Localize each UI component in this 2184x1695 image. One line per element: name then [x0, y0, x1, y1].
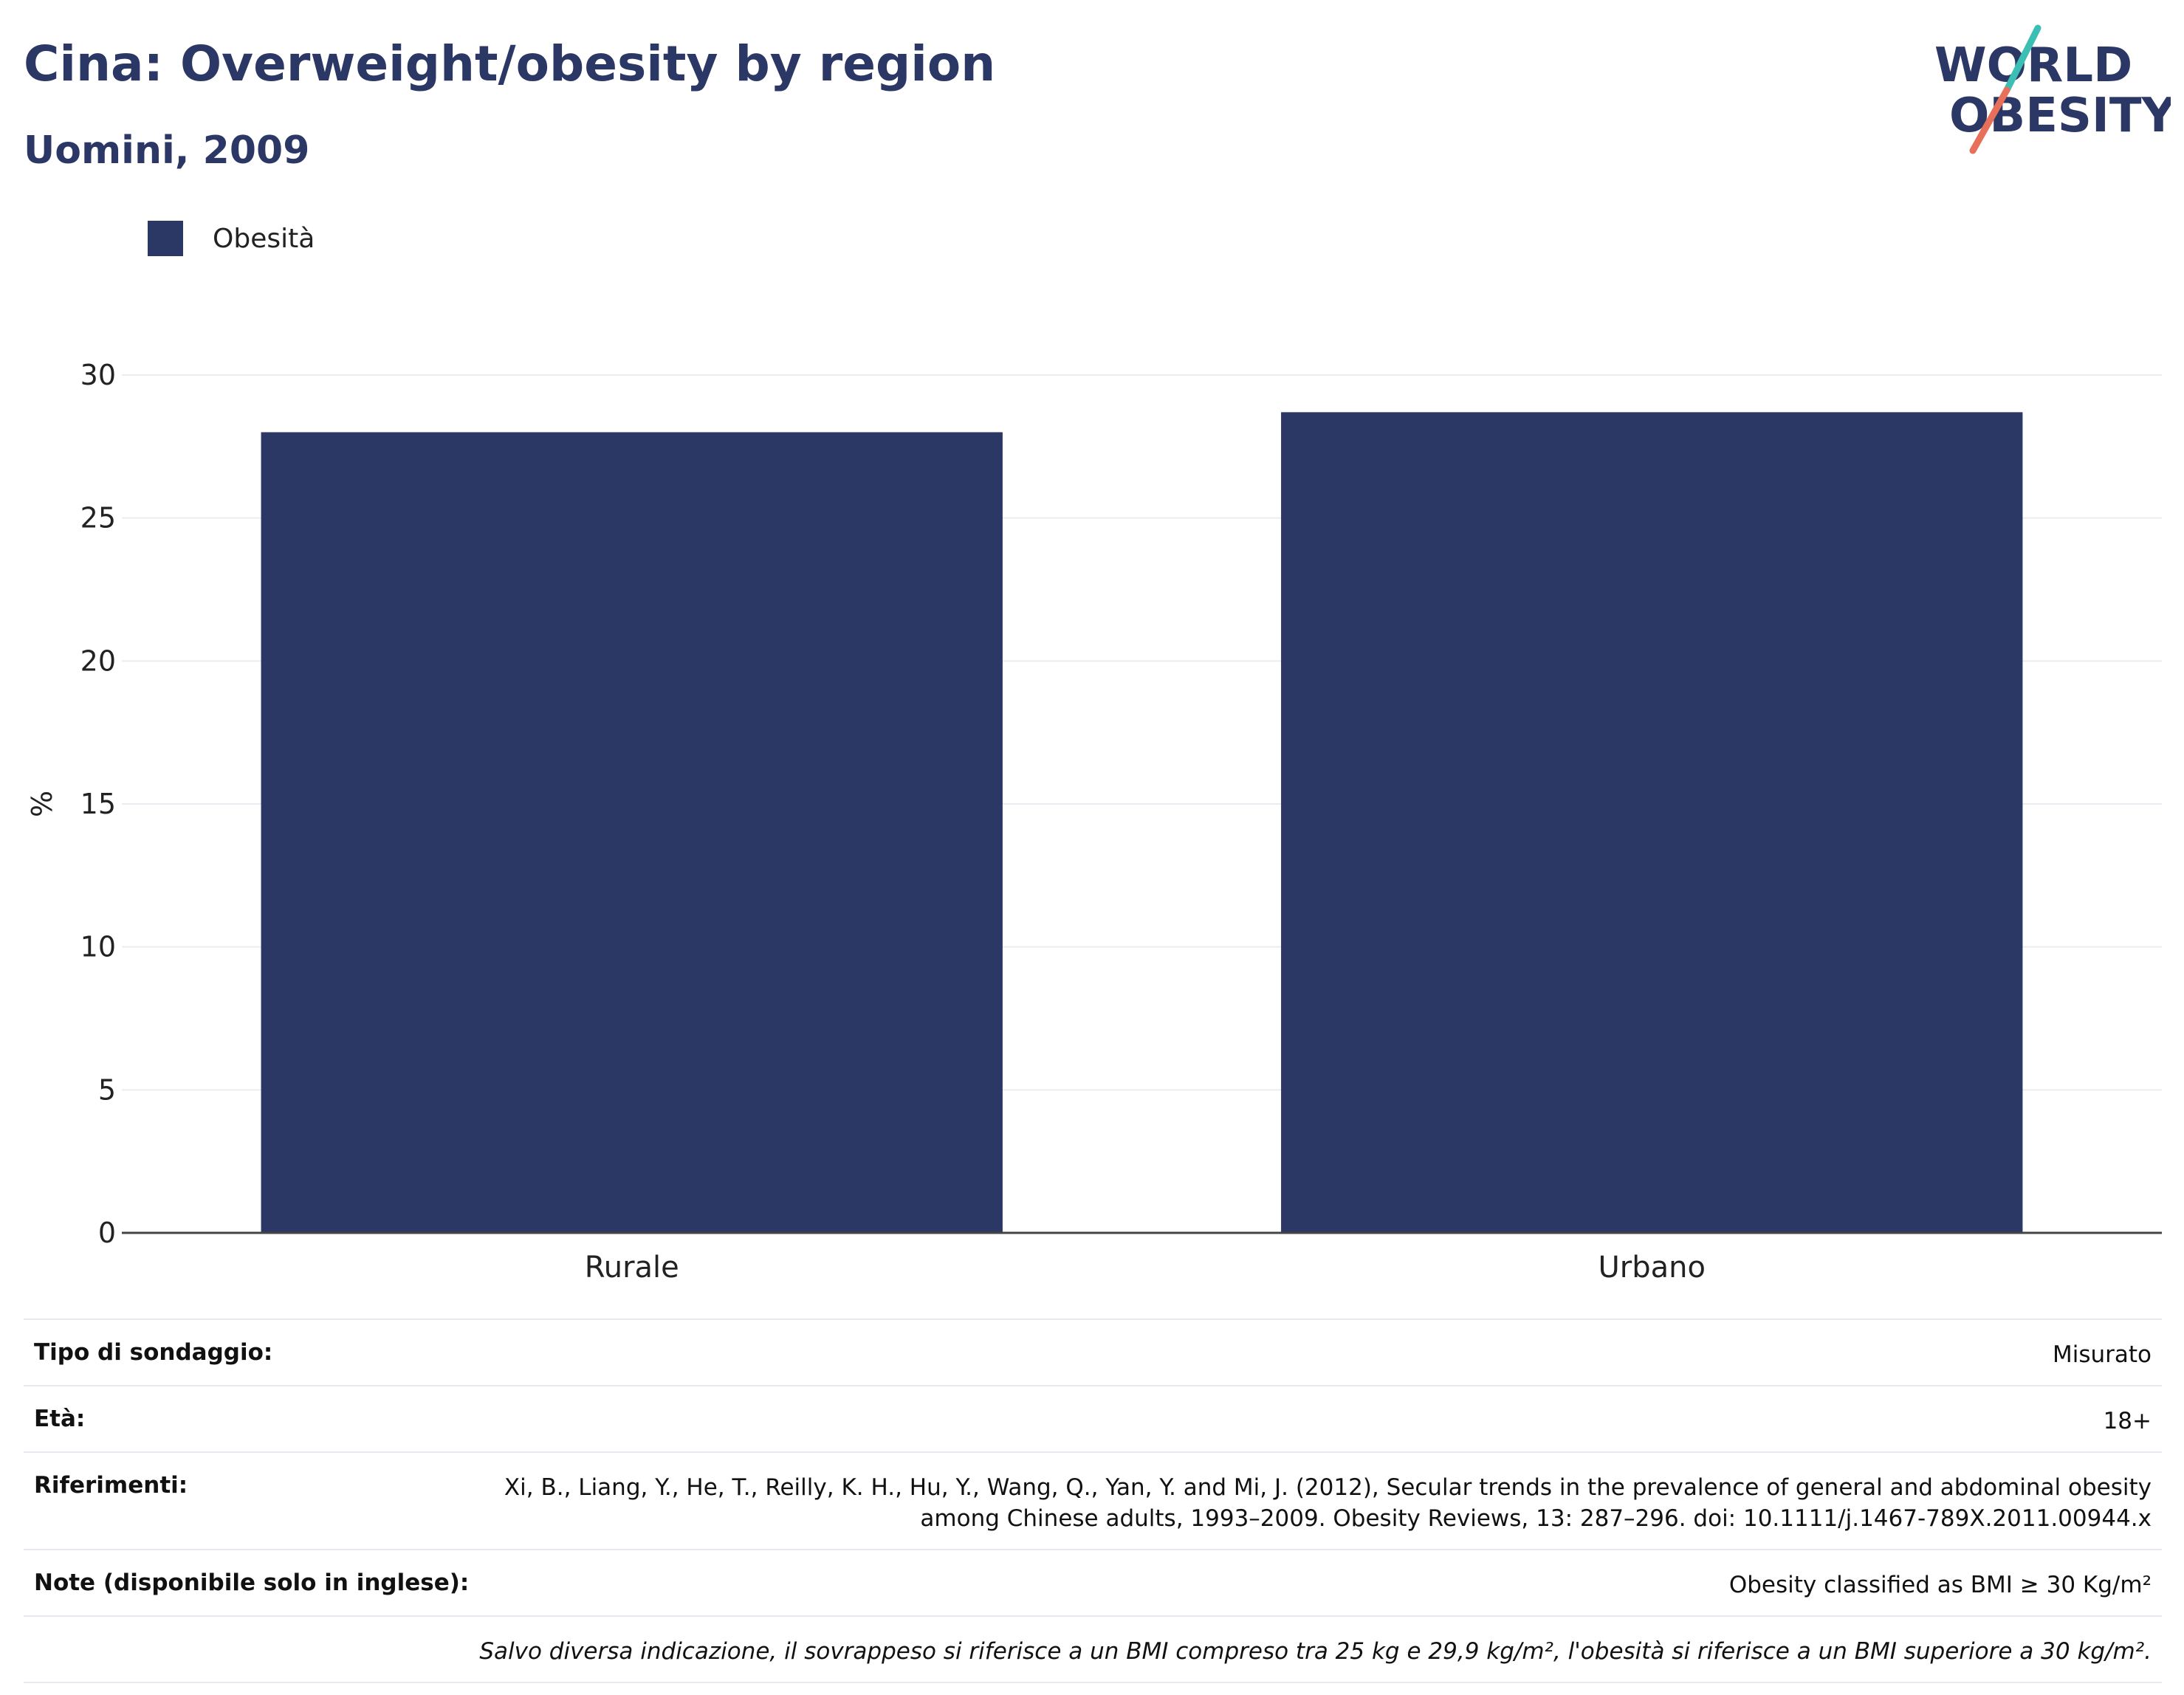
- legend: Obesità: [148, 220, 315, 257]
- info-key-notes: Note (disponibile solo in inglese):: [34, 1569, 470, 1596]
- info-value-age: 18+: [2103, 1408, 2152, 1434]
- info-table: Tipo di sondaggio: Misurato Età: 18+ Rif…: [24, 1318, 2162, 1683]
- y-tick-label: 20: [80, 644, 116, 677]
- bar-rurale: [261, 432, 1003, 1233]
- chart-subtitle: Uomini, 2009: [24, 128, 310, 173]
- logo-line-1: WORLD: [1934, 38, 2132, 93]
- y-axis-label: %: [26, 791, 58, 817]
- info-row-age: Età: 18+: [24, 1386, 2162, 1453]
- logo-line-2: OBESITY: [1949, 89, 2171, 143]
- chart-title: Cina: Overweight/obesity by region: [24, 35, 996, 92]
- legend-swatch-obesita: [148, 221, 183, 256]
- info-row-survey-type: Tipo di sondaggio: Misurato: [24, 1320, 2162, 1386]
- info-row-notes: Note (disponibile solo in inglese): Obes…: [24, 1550, 2162, 1617]
- info-key-age: Età:: [34, 1406, 86, 1432]
- info-row-references: Riferimenti: Xi, B., Liang, Y., He, T., …: [24, 1453, 2162, 1550]
- legend-label-obesita: Obesità: [213, 223, 315, 254]
- info-footnote: Salvo diversa indicazione, il sovrappeso…: [479, 1638, 2152, 1665]
- logo-slash-top: [2003, 24, 2042, 94]
- info-value-notes: Obesity classified as BMI ≥ 30 Kg/m²: [1728, 1572, 2152, 1598]
- bar-chart: 0 5 10 15 20 25 30% Rurale Urbano: [26, 359, 2162, 1285]
- info-row-footnote: Salvo diversa indicazione, il sovrappeso…: [24, 1617, 2162, 1683]
- world-obesity-logo: WORLD OBESITY: [1934, 24, 2171, 154]
- y-tick-label: 10: [80, 931, 116, 963]
- y-tick-label: 0: [98, 1217, 116, 1249]
- info-value-survey-type: Misurato: [2052, 1341, 2152, 1368]
- x-tick-label: Rurale: [585, 1251, 679, 1285]
- info-value-references: Xi, B., Liang, Y., He, T., Reilly, K. H.…: [504, 1474, 2152, 1532]
- bar-urbano: [1281, 412, 2023, 1234]
- info-key-references: Riferimenti:: [34, 1472, 188, 1499]
- y-tick-label: 25: [80, 502, 116, 534]
- x-tick-label: Urbano: [1598, 1251, 1706, 1285]
- y-tick-label: 5: [98, 1073, 116, 1106]
- info-key-survey-type: Tipo di sondaggio:: [34, 1339, 273, 1366]
- logo-slash-bottom: [1969, 86, 2010, 154]
- y-tick-label: 30: [80, 359, 116, 391]
- y-tick-label: 15: [80, 788, 116, 820]
